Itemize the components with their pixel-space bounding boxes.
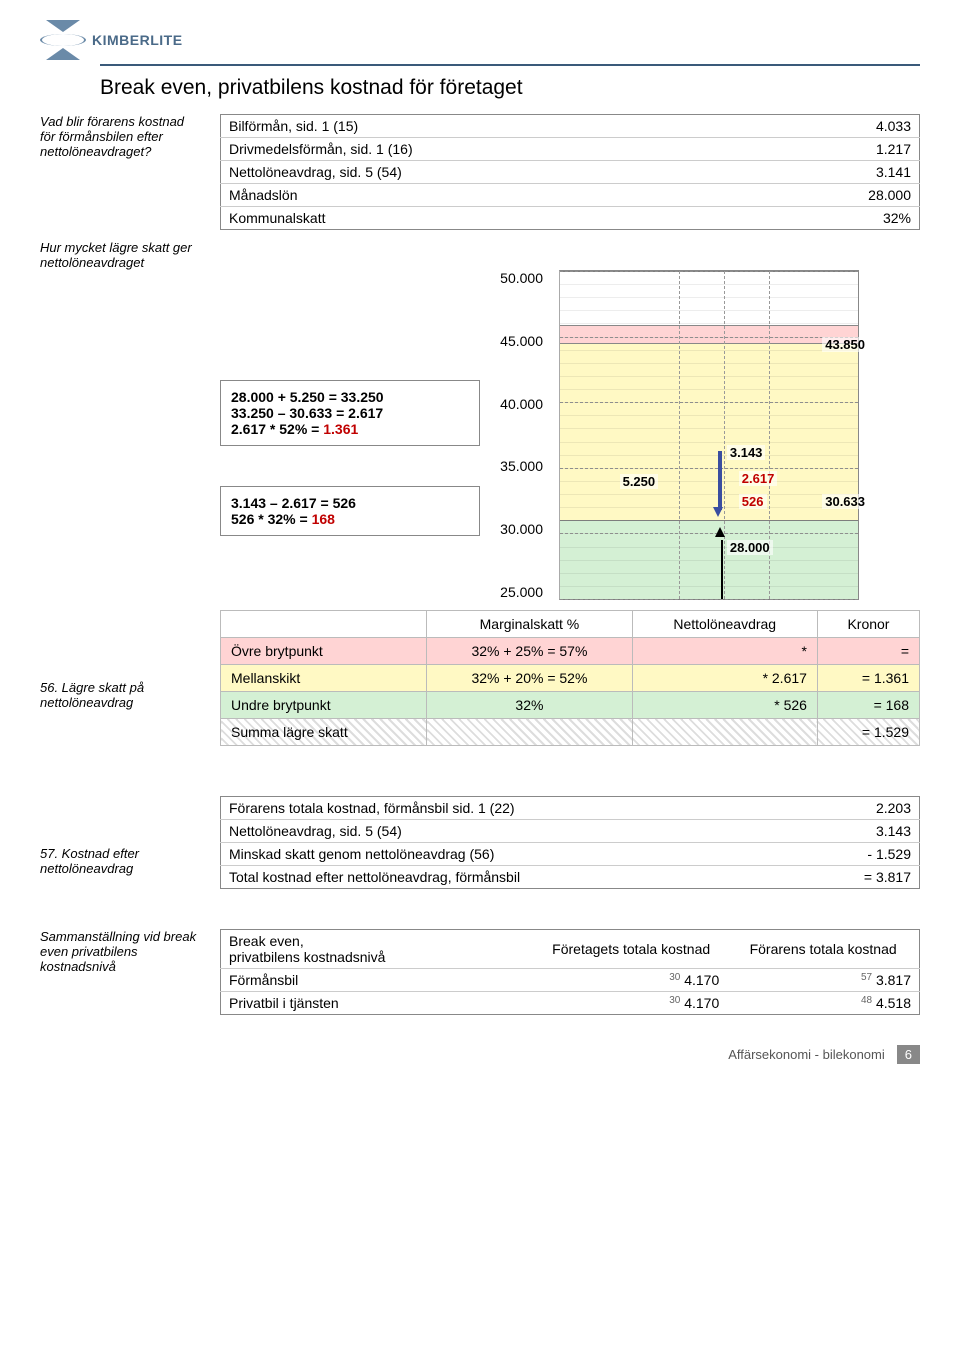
- inputs-table: Bilförmån, sid. 1 (15)4.033 Drivmedelsfö…: [220, 114, 920, 230]
- summary-row: Sammanställning vid break even privatbil…: [40, 929, 920, 1015]
- note-57: 57. Kostnad efter nettolöneavdrag: [40, 796, 200, 889]
- table-row: Total kostnad efter nettolöneavdrag, för…: [221, 866, 920, 889]
- table-row: Drivmedelsförmån, sid. 1 (16)1.217: [221, 138, 920, 161]
- block-57: 57. Kostnad efter nettolöneavdrag Förare…: [40, 796, 920, 889]
- table-row: Minskad skatt genom nettolöneavdrag (56)…: [221, 843, 920, 866]
- chart-plot: 43.8503.1435.2502.61752630.63328.000: [559, 270, 859, 600]
- note-block1: Vad blir förarens kostnad för förmånsbil…: [40, 114, 200, 230]
- table-row: Undre brytpunkt32%* 526= 168: [221, 692, 920, 719]
- footer: Affärsekonomi - bilekonomi 6: [40, 1045, 920, 1064]
- logo-icon: [40, 20, 86, 60]
- chart-section: 28.000 + 5.250 = 33.250 33.250 – 30.633 …: [220, 270, 920, 600]
- cost-table: Förarens totala kostnad, förmånsbil sid.…: [220, 796, 920, 889]
- table-row: Nettolöneavdrag, sid. 5 (54)3.143: [221, 820, 920, 843]
- note-block2: Hur mycket lägre skatt ger nettolöneavdr…: [40, 240, 200, 270]
- table-row: Privatbil i tjänsten 30 4.170 48 4.518: [221, 992, 920, 1015]
- block-chart-row: Hur mycket lägre skatt ger nettolöneavdr…: [40, 240, 920, 270]
- summary-table: Break even, privatbilens kostnadsnivå Fö…: [220, 929, 920, 1015]
- page-title: Break even, privatbilens kostnad för för…: [100, 76, 920, 100]
- footer-text: Affärsekonomi - bilekonomi: [728, 1047, 885, 1062]
- page-number: 6: [897, 1045, 920, 1064]
- table-row: Förarens totala kostnad, förmånsbil sid.…: [221, 797, 920, 820]
- calc-box-1: 28.000 + 5.250 = 33.250 33.250 – 30.633 …: [220, 380, 480, 446]
- bracket-table: Marginalskatt % Nettolöneavdrag Kronor Ö…: [220, 610, 920, 746]
- table-header-row: Marginalskatt % Nettolöneavdrag Kronor: [221, 611, 920, 638]
- table-row: Kommunalskatt32%: [221, 207, 920, 230]
- table-header-row: Break even, privatbilens kostnadsnivå Fö…: [221, 930, 920, 969]
- table-row: Månadslön28.000: [221, 184, 920, 207]
- logo-text: KIMBERLITE: [92, 32, 183, 48]
- table-row: Summa lägre skatt= 1.529: [221, 719, 920, 746]
- table-row: Nettolöneavdrag, sid. 5 (54)3.141: [221, 161, 920, 184]
- table-row: Bilförmån, sid. 1 (15)4.033: [221, 115, 920, 138]
- logo: KIMBERLITE: [40, 20, 920, 60]
- table-row: Förmånsbil 30 4.170 57 3.817: [221, 969, 920, 992]
- bracket-row: 56. Lägre skatt på nettolöneavdrag Margi…: [40, 610, 920, 786]
- calc-box-2: 3.143 – 2.617 = 526 526 * 32% = 168: [220, 486, 480, 536]
- table-row: Mellanskikt32% + 20% = 52%* 2.617= 1.361: [221, 665, 920, 692]
- block-inputs: Vad blir förarens kostnad för förmånsbil…: [40, 114, 920, 230]
- table-row: Övre brytpunkt32% + 25% = 57%*=: [221, 638, 920, 665]
- header-divider: [100, 64, 920, 66]
- note-summary: Sammanställning vid break even privatbil…: [40, 929, 200, 1015]
- chart-y-axis: 50.000 45.000 40.000 35.000 30.000 25.00…: [492, 270, 547, 600]
- note-56: 56. Lägre skatt på nettolöneavdrag: [40, 610, 200, 786]
